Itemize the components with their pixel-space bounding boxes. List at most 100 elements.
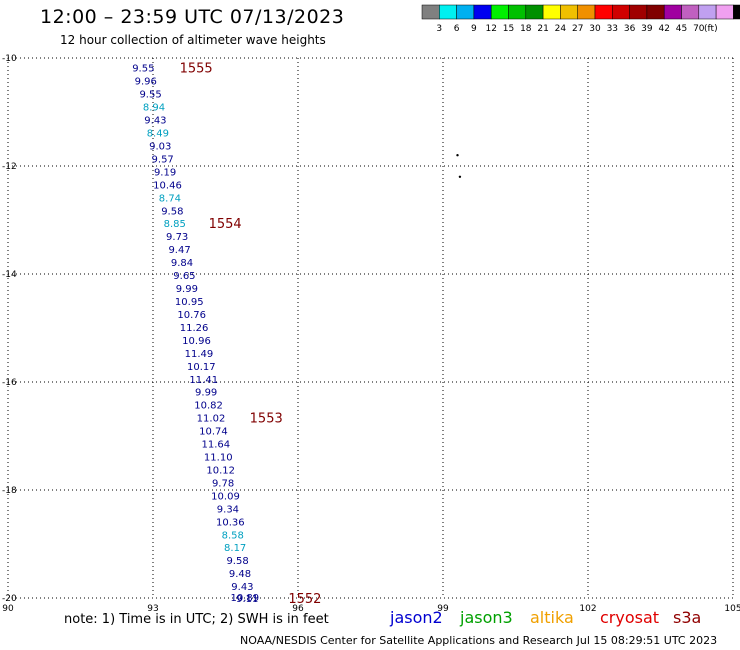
- legend-jason2: jason2: [390, 608, 443, 627]
- wave-height-value: 9.78: [212, 478, 234, 489]
- color-swatch: [490, 4, 509, 20]
- wave-height-value: 10.82: [194, 401, 223, 412]
- wave-height-value: 9.58: [161, 206, 183, 217]
- page-title: 12:00 – 23:59 UTC 07/13/2023: [40, 6, 345, 28]
- lon-tick-label: 99: [437, 604, 449, 614]
- color-swatch: [646, 4, 665, 20]
- island-marks: [456, 154, 462, 178]
- color-swatch: [612, 4, 630, 20]
- wave-height-value: 9.47: [168, 245, 190, 256]
- color-scale-bar: 3 6 9 12 15 18 21 24 27 30 33 36 39 42 45 70 (ft): [421, 4, 740, 34]
- wave-height-value: 9.19: [154, 167, 176, 178]
- color-swatch: [577, 4, 596, 20]
- wave-height-value: 9.55: [132, 64, 154, 75]
- lon-tick-label: 102: [579, 604, 596, 614]
- lat-tick-label: -20: [2, 594, 17, 604]
- wave-height-value: 9.58: [226, 556, 248, 567]
- color-scale-label: 18: [520, 24, 532, 34]
- pass-time-label: 1553: [250, 412, 283, 427]
- wave-height-value: 11.10: [204, 453, 233, 464]
- page-subtitle: 12 hour collection of altimeter wave hei…: [60, 33, 326, 47]
- color-scale-label: 30: [589, 24, 601, 34]
- wave-height-value: 9.99: [195, 388, 217, 399]
- wave-height-value: 9.65: [173, 271, 195, 282]
- color-scale-label: 21: [537, 24, 548, 34]
- wave-height-track: 9.55 9.96 9.55 8.94 9.43 8.499.03 9.57 9.19 10.4…: [132, 64, 259, 605]
- color-swatch: [542, 4, 561, 20]
- island-dot: [458, 175, 462, 178]
- wave-height-value: 10.09: [211, 491, 240, 502]
- color-scale-label: 70: [693, 24, 705, 34]
- credit-line: NOAA/NESDIS Center for Satellite Applica…: [240, 634, 718, 647]
- wave-height-value: 10.95: [175, 297, 204, 308]
- lon-tick-label: 96: [292, 604, 304, 614]
- pass-time-label: 1554: [209, 217, 242, 232]
- wave-height-value: 9.34: [217, 504, 239, 515]
- lat-tick-label: -12: [2, 162, 17, 172]
- legend-altika: altika: [530, 608, 574, 627]
- wave-height-value: 8.74: [159, 193, 181, 204]
- color-scale-label: 3: [436, 24, 442, 34]
- color-scale-label: 42: [658, 24, 669, 34]
- color-swatch: [715, 4, 734, 20]
- wave-height-value: 9.96: [135, 77, 157, 88]
- wave-height-value: 9.48: [229, 569, 251, 580]
- wave-height-value: 11.49: [185, 349, 214, 360]
- color-swatch: [421, 4, 440, 20]
- wave-height-value: 9.11: [236, 594, 258, 605]
- wave-height-value: 9.73: [166, 232, 188, 243]
- wave-height-value: 9.03: [149, 141, 171, 152]
- wave-height-value: 9.99: [176, 284, 198, 295]
- wave-height-value: 10.12: [206, 465, 235, 476]
- color-scale-label: 39: [641, 24, 653, 34]
- lat-tick-label: -16: [2, 378, 17, 388]
- wave-height-value: 11.26: [180, 323, 209, 334]
- legend-jason3: jason3: [460, 608, 513, 627]
- island-dot: [456, 154, 459, 157]
- color-swatch: [560, 4, 578, 20]
- wave-height-value: 9.55: [139, 90, 161, 101]
- color-swatch: [733, 4, 740, 20]
- map-grid: [7, 57, 734, 599]
- color-scale-label: 36: [624, 24, 636, 34]
- color-swatch: [525, 4, 544, 20]
- color-swatch: [663, 4, 682, 20]
- wave-height-value: 10.89: [231, 593, 260, 604]
- color-scale-label: 9: [471, 24, 477, 34]
- color-scale-label: 33: [607, 24, 618, 34]
- wave-height-value: 11.02: [197, 414, 226, 425]
- wave-height-value: 10.74: [199, 427, 228, 438]
- wave-height-value: 8.94: [143, 103, 165, 114]
- color-swatch: [508, 4, 527, 20]
- color-swatch: [698, 4, 717, 20]
- wave-height-value: 10.46: [153, 180, 182, 191]
- color-scale-label: 12: [485, 24, 496, 34]
- wave-height-value: 9.57: [152, 154, 174, 165]
- time-labels: 1555 1554 1553 1552: [180, 62, 322, 607]
- footnote: note: 1) Time is in UTC; 2) SWH is in fe…: [64, 612, 329, 627]
- pass-time-label: 1552: [288, 592, 321, 607]
- wave-height-value: 10.17: [187, 362, 216, 373]
- lat-tick-label: -14: [2, 270, 17, 280]
- color-swatch: [681, 4, 700, 20]
- wave-height-value: 9.84: [171, 258, 193, 269]
- wave-height-value: 10.36: [216, 517, 245, 528]
- wave-height-value: 9.43: [231, 582, 253, 593]
- pass-time-label: 1555: [180, 62, 213, 77]
- lon-tick-label: 93: [147, 604, 158, 614]
- legend-s3a: s3a: [673, 608, 702, 627]
- wave-height-value: 10.96: [182, 336, 211, 347]
- color-swatch: [456, 4, 475, 20]
- wave-height-value: 8.85: [164, 219, 186, 230]
- lat-tick-label: -10: [2, 54, 17, 64]
- wave-height-value: 8.49: [147, 129, 169, 140]
- wave-height-value: 8.17: [224, 543, 246, 554]
- lon-tick-label: 105: [724, 604, 740, 614]
- wave-height-value: 10.76: [177, 310, 206, 321]
- color-scale-label: 6: [454, 24, 460, 34]
- color-scale-label: (ft): [704, 24, 718, 34]
- wave-height-value: 9.43: [144, 116, 166, 127]
- color-scale-label: 24: [555, 24, 567, 34]
- color-swatch: [594, 4, 613, 20]
